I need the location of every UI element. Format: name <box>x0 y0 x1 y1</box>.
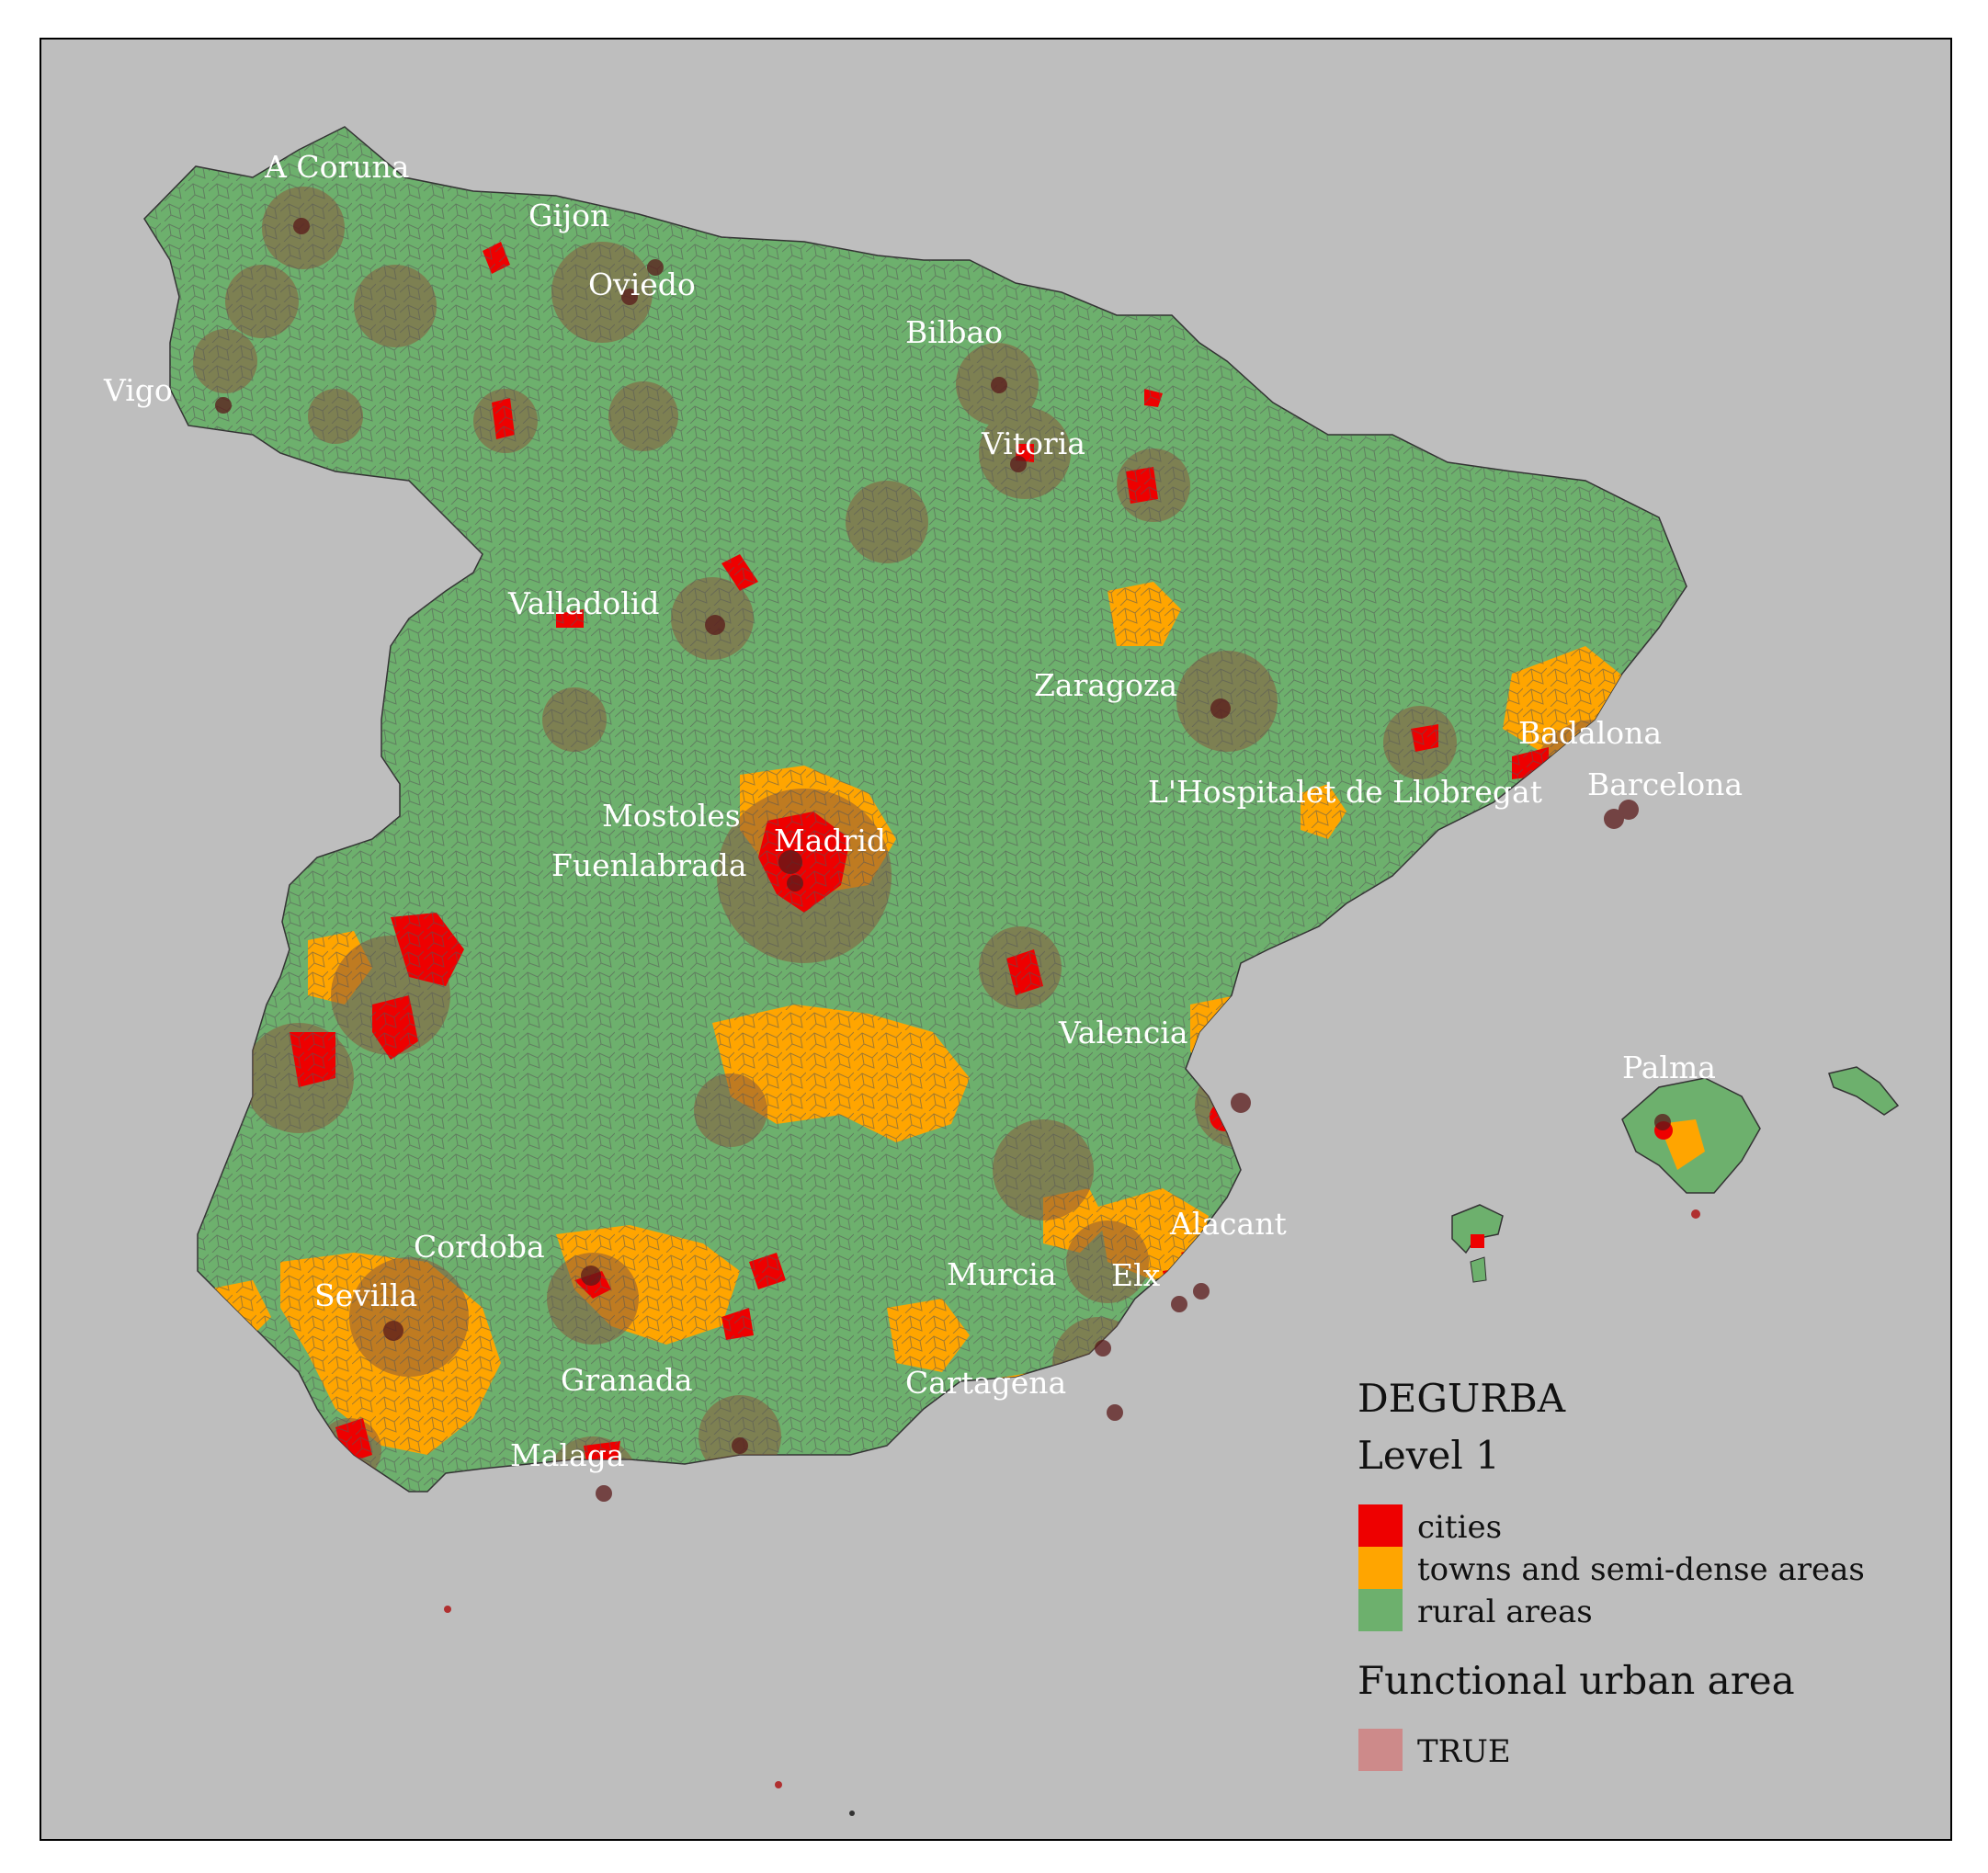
label-a-coruna: A Coruna <box>264 149 409 185</box>
label-badalona: Badalona <box>1518 715 1662 751</box>
legend-swatch-towns <box>1358 1547 1403 1589</box>
legend-swatch-fua <box>1358 1729 1403 1771</box>
label-gijon: Gijon <box>528 198 609 233</box>
map-canvas: A Coruna Gijon Oviedo Vigo Bilbao Vitori… <box>103 126 1900 1816</box>
label-elx: Elx <box>1111 1257 1161 1293</box>
legend-title-degurba: DEGURBA <box>1358 1376 1566 1421</box>
legend: DEGURBA Level 1 cities towns and semi-de… <box>1358 1376 1865 1771</box>
legend-title-fua: Functional urban area <box>1358 1658 1795 1703</box>
label-fuenlabrada: Fuenlabrada <box>551 847 747 883</box>
label-zaragoza: Zaragoza <box>1034 667 1177 703</box>
balearic-islands <box>444 1066 1900 1816</box>
label-granada: Granada <box>561 1362 693 1398</box>
label-mostoles: Mostoles <box>602 798 741 834</box>
city-points <box>215 218 1671 1502</box>
label-barcelona: Barcelona <box>1587 766 1743 802</box>
legend-label-rural: rural areas <box>1417 1594 1593 1630</box>
label-palma: Palma <box>1622 1050 1716 1085</box>
label-cartagena: Cartagena <box>905 1365 1066 1401</box>
label-valladolid: Valladolid <box>507 585 659 621</box>
legend-label-cities: cities <box>1417 1509 1502 1546</box>
label-valencia: Valencia <box>1058 1015 1188 1050</box>
label-malaga: Malaga <box>510 1437 625 1473</box>
label-vitoria: Vitoria <box>981 426 1085 461</box>
label-vigo: Vigo <box>103 372 173 408</box>
label-cordoba: Cordoba <box>414 1229 545 1265</box>
label-oviedo: Oviedo <box>588 267 696 302</box>
label-lhospitalet: L'Hospitalet de Llobregat <box>1148 774 1542 810</box>
label-bilbao: Bilbao <box>905 314 1003 350</box>
label-sevilla: Sevilla <box>314 1277 417 1313</box>
label-murcia: Murcia <box>947 1256 1057 1292</box>
legend-swatch-rural <box>1358 1589 1403 1631</box>
legend-label-fua-true: TRUE <box>1417 1733 1511 1770</box>
legend-title-level: Level 1 <box>1358 1433 1500 1478</box>
mainland <box>143 126 1900 1816</box>
label-madrid: Madrid <box>774 823 886 858</box>
legend-swatch-cities <box>1358 1504 1403 1547</box>
city-labels: A Coruna Gijon Oviedo Vigo Bilbao Vitori… <box>103 149 1743 1473</box>
legend-label-towns: towns and semi-dense areas <box>1417 1551 1865 1588</box>
label-alacant: Alacant <box>1169 1206 1287 1242</box>
map-frame: A Coruna Gijon Oviedo Vigo Bilbao Vitori… <box>40 38 1952 1841</box>
